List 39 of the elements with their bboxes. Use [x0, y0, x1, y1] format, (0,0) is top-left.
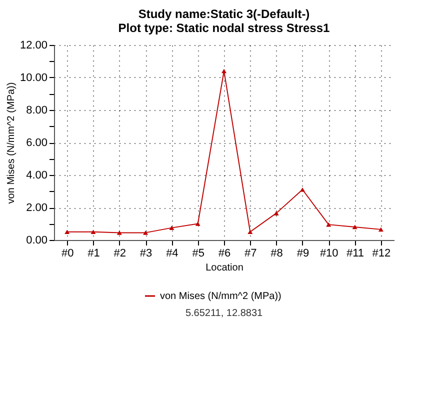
point [274, 211, 279, 216]
point [195, 222, 200, 226]
point [143, 230, 148, 235]
text: 5.65211, 12.8831 [185, 308, 263, 319]
y-axis-title: von Mises (N/mm^2 (MPa)) [6, 82, 17, 204]
x-tick-label: #6 [218, 248, 231, 260]
x-tick-label: #5 [192, 248, 204, 260]
x-tick-label: #7 [244, 248, 257, 260]
point [90, 230, 96, 234]
point [116, 230, 122, 235]
y-tick-label: 12.00 [20, 40, 48, 52]
x-tick-label: #12 [372, 248, 391, 260]
y-tick-label: 4.00 [26, 170, 48, 182]
point [169, 226, 174, 230]
x-tick-label: #9 [296, 248, 310, 260]
point [378, 227, 384, 232]
point [248, 230, 253, 234]
x-tick-label: #1 [88, 248, 100, 260]
x-tick-label: #0 [61, 248, 74, 260]
text: Study name:Static 3(-Default-) [138, 7, 310, 21]
legend-label: von Mises (N/mm^2 (MPa)) [160, 291, 282, 302]
y-tick-label: 8.00 [26, 104, 48, 116]
x-tick-label: #10 [320, 248, 338, 260]
text: Plot type: Static nodal stress Stress1 [118, 21, 330, 35]
y-tick-label: 2.00 [26, 202, 48, 214]
point [300, 187, 305, 192]
y-tick-label: 10.00 [20, 72, 48, 84]
x-tick-label: #3 [140, 248, 152, 260]
x-tick-label: #4 [166, 248, 178, 260]
x-tick-label: #11 [346, 248, 364, 260]
point [64, 230, 70, 234]
x-tick-label: #2 [114, 248, 126, 260]
x-axis-title: Location [206, 262, 244, 274]
point [222, 68, 226, 74]
y-tick-label: 0.00 [26, 234, 48, 246]
x-tick-label: #8 [270, 248, 283, 260]
point [352, 224, 358, 230]
point [326, 222, 332, 227]
y-tick-label: 6.00 [26, 137, 48, 149]
